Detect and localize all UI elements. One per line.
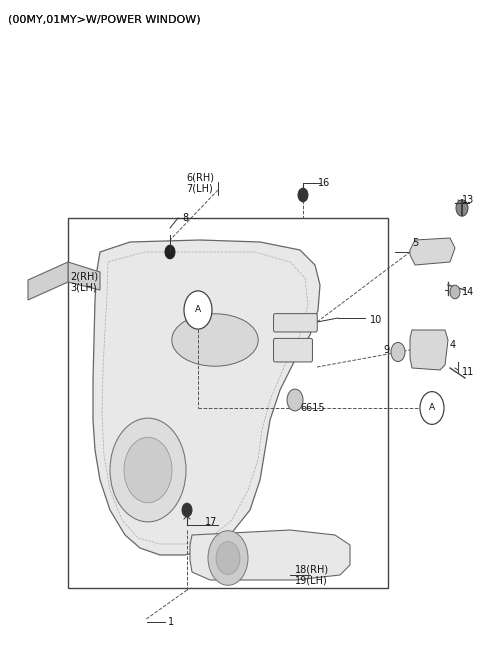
- Circle shape: [420, 392, 444, 424]
- Circle shape: [208, 531, 248, 586]
- Text: 4: 4: [450, 340, 456, 350]
- Text: (00MY,01MY>W/POWER WINDOW): (00MY,01MY>W/POWER WINDOW): [8, 14, 201, 24]
- Bar: [68, 218, 388, 588]
- Text: 8: 8: [182, 213, 188, 223]
- Circle shape: [165, 245, 175, 259]
- Text: A: A: [429, 403, 435, 413]
- Circle shape: [182, 503, 192, 517]
- Text: 13: 13: [462, 195, 474, 205]
- FancyBboxPatch shape: [274, 339, 312, 362]
- Circle shape: [184, 291, 212, 329]
- Text: 9: 9: [384, 345, 390, 355]
- Text: 18(RH)
19(LH): 18(RH) 19(LH): [295, 564, 329, 586]
- Polygon shape: [190, 530, 350, 580]
- Polygon shape: [410, 238, 455, 265]
- Text: (00MY,01MY>W/POWER WINDOW): (00MY,01MY>W/POWER WINDOW): [8, 14, 201, 24]
- Text: 6615: 6615: [300, 403, 324, 413]
- Text: 5: 5: [412, 238, 418, 248]
- FancyBboxPatch shape: [274, 314, 317, 332]
- Circle shape: [124, 438, 172, 503]
- Text: A: A: [195, 305, 201, 314]
- Text: 10: 10: [370, 315, 382, 325]
- Polygon shape: [68, 262, 100, 290]
- Circle shape: [110, 418, 186, 522]
- Circle shape: [216, 542, 240, 574]
- Text: 17: 17: [205, 517, 217, 527]
- Polygon shape: [28, 262, 68, 300]
- Circle shape: [287, 389, 303, 411]
- Text: 2(RH)
3(LH): 2(RH) 3(LH): [70, 271, 98, 293]
- Circle shape: [391, 343, 405, 362]
- Text: 16: 16: [318, 178, 330, 188]
- Circle shape: [456, 200, 468, 216]
- Circle shape: [450, 285, 460, 299]
- Text: 14: 14: [462, 287, 474, 297]
- Polygon shape: [410, 330, 448, 370]
- Circle shape: [298, 188, 308, 202]
- Text: 6(RH)
7(LH): 6(RH) 7(LH): [186, 172, 214, 194]
- Ellipse shape: [172, 314, 258, 366]
- Text: 11: 11: [462, 367, 474, 377]
- Polygon shape: [93, 240, 320, 555]
- Text: 1: 1: [168, 617, 174, 627]
